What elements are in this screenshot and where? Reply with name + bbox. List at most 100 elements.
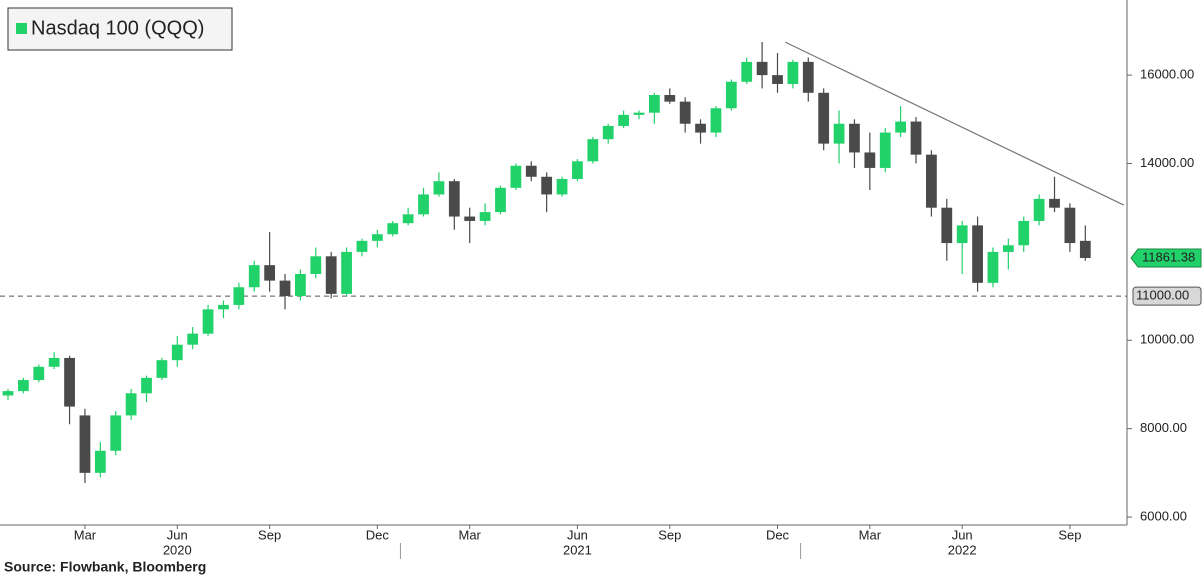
candle-body	[725, 81, 737, 109]
x-tick-label: Jun	[167, 527, 188, 542]
candle-body	[679, 101, 691, 124]
last-price-label: 11861.38	[1142, 249, 1195, 264]
candle-body	[864, 152, 876, 168]
x-tick-label: Mar	[859, 527, 882, 542]
candle-body	[18, 380, 29, 392]
candle-body	[79, 415, 91, 473]
x-tick-label: Mar	[74, 527, 97, 542]
candle-body	[648, 95, 660, 113]
candle-body	[418, 194, 429, 215]
source: Source: Flowbank, Bloomberg	[4, 559, 206, 575]
candle-body	[325, 256, 337, 294]
candle-body	[171, 344, 183, 361]
candle-body	[464, 216, 476, 221]
x-tick-label: Mar	[459, 527, 482, 542]
candle-body	[110, 415, 122, 451]
candle-body	[187, 333, 199, 345]
candle-body	[695, 123, 706, 133]
candle-body	[1002, 245, 1014, 252]
candle-body	[371, 234, 383, 241]
x-tick-label: Sep	[1058, 527, 1081, 542]
candle-body	[956, 225, 968, 244]
candle-body	[495, 187, 506, 213]
candle-body	[541, 176, 553, 195]
candle-body	[787, 61, 799, 84]
candle-body	[710, 108, 722, 133]
candle-body	[587, 139, 599, 162]
candle-body	[1018, 220, 1030, 246]
candle-body	[664, 95, 676, 102]
candle-body	[202, 309, 214, 334]
support-tag	[1132, 286, 1202, 306]
candle-body	[1033, 198, 1045, 221]
x-tick-label: Dec	[766, 527, 790, 542]
candle-body	[741, 61, 753, 82]
trendline	[784, 41, 1125, 206]
candle-body	[618, 114, 629, 126]
candle-body	[2, 391, 14, 396]
y-tick-label: 16000.00	[1140, 67, 1194, 82]
candle-body	[264, 265, 276, 281]
candle-body	[987, 251, 999, 283]
candle-body	[756, 61, 768, 76]
candle-body	[602, 125, 614, 140]
candle-body	[926, 154, 937, 208]
candle-body	[248, 265, 260, 288]
candle-body	[802, 61, 814, 93]
candle-body	[125, 393, 137, 416]
candle-body	[879, 132, 891, 168]
y-tick-label: 14000.00	[1140, 155, 1194, 170]
y-tick-label: 8000.00	[1140, 420, 1187, 435]
x-tick-label: Jun	[952, 527, 973, 542]
x-tick-label: Sep	[658, 527, 681, 542]
y-tick-label: 10000.00	[1140, 332, 1194, 347]
y-tick-label: 6000.00	[1140, 508, 1187, 523]
candle-body	[972, 225, 983, 283]
candle-body	[1079, 240, 1091, 259]
candle-body	[1049, 198, 1060, 208]
candle-body	[1064, 207, 1076, 244]
candle-body	[64, 357, 75, 407]
candle-body	[479, 212, 491, 221]
legend-swatch	[16, 23, 27, 34]
candle-body	[310, 256, 322, 274]
candle-body	[218, 304, 229, 310]
candle-body	[772, 75, 783, 84]
candle-body	[895, 121, 907, 133]
candle-body	[94, 450, 106, 473]
legend-box	[7, 7, 233, 51]
candle-body	[295, 273, 306, 297]
support-label: 11000.00	[1136, 288, 1189, 303]
candle-body	[572, 161, 583, 179]
candle-body	[402, 214, 414, 224]
candle-body	[510, 165, 522, 188]
x-tick-label: Jun	[567, 527, 588, 542]
candle-body	[279, 280, 291, 297]
candle-body	[33, 366, 45, 381]
candle-body	[849, 123, 860, 153]
year-label: 2020	[163, 542, 192, 557]
candle-body	[341, 251, 352, 294]
candle-body	[141, 377, 152, 394]
candle-body	[833, 123, 845, 144]
candle-body	[156, 360, 168, 378]
candle-body	[48, 357, 60, 367]
last-price-tag	[1130, 248, 1202, 268]
x-tick-label: Dec	[366, 527, 390, 542]
candle-body	[356, 240, 368, 252]
candle-body	[633, 112, 645, 115]
year-label: 2021	[563, 542, 592, 557]
candle-body	[525, 165, 537, 177]
candle-body	[818, 92, 830, 144]
x-tick-label: Sep	[258, 527, 281, 542]
candle-body	[387, 223, 399, 235]
candle-body	[433, 181, 445, 195]
year-label: 2022	[948, 542, 977, 557]
candle-body	[556, 178, 568, 195]
candle-body	[941, 207, 953, 244]
legend-label: Nasdaq 100 (QQQ)	[31, 17, 204, 39]
candle-body	[910, 121, 922, 155]
candle-body	[448, 181, 460, 217]
candle-body	[233, 287, 245, 305]
